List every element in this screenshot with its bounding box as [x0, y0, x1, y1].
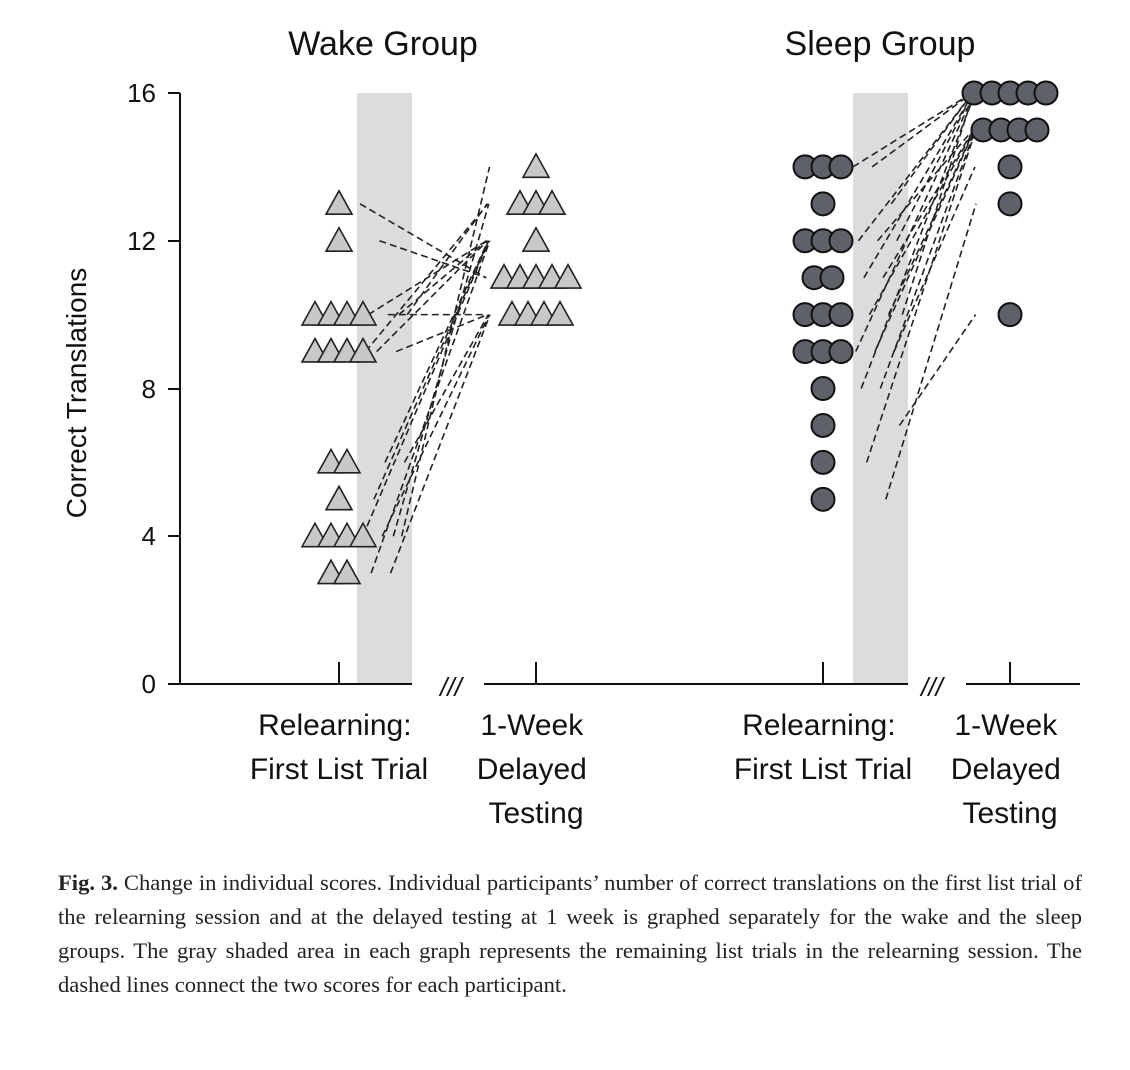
participant-connector-line — [893, 166, 976, 352]
participant-connector-line — [364, 203, 489, 353]
triangle-data-point — [348, 336, 378, 363]
participant-connector-line — [901, 92, 975, 315]
circle-data-point — [1024, 117, 1050, 143]
triangle-data-point — [537, 189, 567, 216]
participant-connector-line — [868, 129, 975, 316]
triangle-data-point — [324, 484, 354, 511]
participant-connector-line — [877, 129, 974, 242]
y-tick-label: 0 — [142, 669, 156, 699]
participant-connector-line — [896, 92, 974, 242]
participant-connector-line — [887, 129, 975, 315]
caption-text: Change in individual scores. Individual … — [58, 870, 1082, 997]
triangle-data-point — [545, 299, 575, 326]
participant-connector-line — [855, 92, 976, 352]
circle-data-point — [828, 339, 854, 365]
triangle-data-point — [332, 447, 362, 474]
sleep-group-panel: /// — [584, 80, 1080, 702]
triangle-data-point — [348, 299, 378, 326]
circle-data-point — [828, 302, 854, 328]
relearning-trials-band — [357, 93, 412, 684]
y-axis-title: Correct Translations — [61, 268, 92, 519]
circle-data-point — [819, 265, 845, 291]
wake-group-panel: /// — [180, 93, 584, 702]
circle-data-point — [828, 154, 854, 180]
participant-connector-line — [381, 314, 491, 537]
circle-data-point — [810, 191, 836, 217]
participant-connector-line — [362, 240, 490, 537]
participant-connector-line — [398, 240, 487, 316]
participant-connector-line — [376, 240, 488, 353]
triangle-data-point — [324, 189, 354, 216]
participant-connector-line — [400, 166, 491, 537]
participant-connector-line — [871, 92, 973, 168]
caption-label: Fig. 3. — [58, 870, 118, 895]
circle-data-point — [1033, 80, 1059, 106]
participant-connector-line — [860, 92, 976, 389]
sleep-relearning-label: Relearning: First List Trial — [734, 709, 912, 786]
participant-connector-line — [865, 129, 977, 463]
circle-data-point — [828, 228, 854, 254]
participant-connector-line — [885, 203, 977, 500]
y-tick-label: 12 — [127, 226, 156, 256]
triangle-data-point — [553, 263, 583, 289]
participant-connector-line — [882, 129, 975, 279]
y-axis: 0 4 8 12 16 Correct Translations — [61, 78, 181, 699]
circle-data-point — [810, 412, 836, 438]
circle-data-point — [997, 302, 1023, 328]
y-tick-label: 4 — [142, 521, 156, 551]
participant-connector-line — [898, 314, 977, 426]
circle-data-point — [997, 154, 1023, 180]
circle-data-point — [810, 376, 836, 401]
wake-delayed-label: 1-Week Delayed Testing — [477, 709, 595, 830]
triangle-data-point — [521, 226, 551, 252]
triangle-data-point — [324, 226, 354, 252]
circle-data-point — [810, 449, 836, 475]
participant-connector-line — [879, 129, 977, 389]
participant-connector-line — [370, 240, 491, 574]
y-tick-label: 8 — [142, 374, 156, 404]
participant-connector-line — [359, 203, 487, 279]
sleep-delayed-label: 1-Week Delayed Testing — [951, 709, 1069, 830]
participant-connector-line — [389, 314, 491, 574]
participant-connector-line — [403, 314, 490, 463]
axis-break-mark: /// — [438, 672, 464, 702]
triangle-data-point — [521, 152, 551, 179]
y-tick-label: 16 — [127, 78, 156, 108]
circle-data-point — [810, 486, 836, 512]
participant-connector-line — [406, 203, 488, 316]
figure-caption: Fig. 3. Change in individual scores. Ind… — [58, 866, 1082, 1002]
participant-connector-line — [367, 240, 488, 316]
wake-group-title: Wake Group — [288, 25, 478, 63]
participant-connector-line — [379, 239, 487, 279]
participant-connector-line — [857, 92, 974, 242]
participant-connector-line — [373, 240, 490, 500]
axis-break-mark: /// — [919, 672, 945, 702]
figure-3-chart: 0 4 8 12 16 Correct Translations /// ///… — [61, 25, 1080, 830]
participant-connector-line — [890, 92, 974, 205]
triangle-data-point — [332, 558, 362, 585]
participant-connector-line — [395, 313, 488, 353]
circle-data-point — [997, 191, 1023, 217]
participant-connector-line — [874, 129, 976, 352]
sleep-group-title: Sleep Group — [785, 25, 976, 63]
triangle-data-point — [348, 521, 378, 548]
wake-relearning-label: Relearning: First List Trial — [250, 709, 428, 786]
participant-connector-line — [852, 92, 973, 168]
participant-connector-line — [863, 92, 975, 279]
participant-connector-line — [384, 240, 489, 463]
